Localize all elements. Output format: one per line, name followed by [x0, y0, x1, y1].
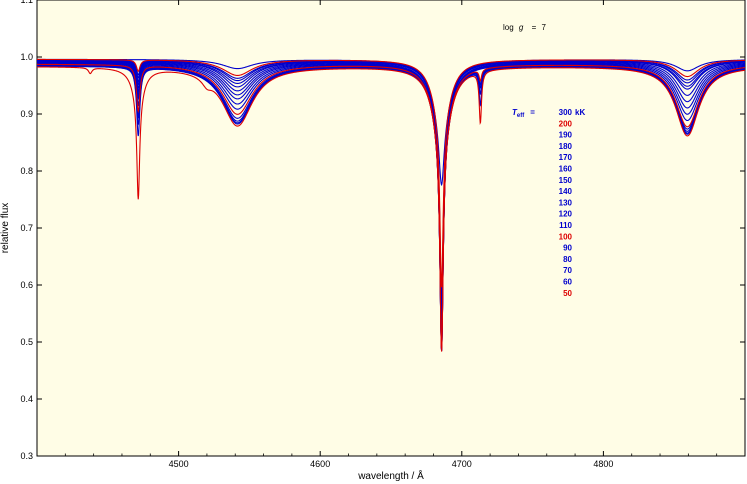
legend-entry-180: 180 — [559, 142, 573, 151]
legend-entry-80: 80 — [563, 255, 572, 264]
legend-entry-100: 100 — [559, 232, 573, 241]
y-axis-label: relative flux — [0, 203, 11, 254]
legend: Teff = 300 200 190 180 170 160 150 140 130 120 110 10… — [512, 108, 585, 298]
ticks-layer: 0.3 0.4 0.5 0.6 0.7 0.8 0.9 1.0 1.1 4500 4600 4700 4… — [20, 0, 745, 469]
y-tick-label: 0.4 — [20, 394, 33, 404]
legend-teff-subscript: eff — [517, 113, 525, 119]
log-g-prefix: log — [503, 23, 514, 32]
series-line-60 — [37, 65, 745, 352]
legend-entry-200: 200 — [559, 119, 573, 128]
legend-entry-50: 50 — [563, 289, 572, 298]
legend-equals: = — [530, 108, 535, 117]
y-tick-label: 0.9 — [20, 109, 33, 119]
series-line-150 — [37, 60, 745, 330]
log-g-annotation: log g = 7 — [503, 23, 547, 32]
legend-teff-symbol: T — [512, 108, 518, 117]
x-tick-label: 4500 — [169, 459, 189, 469]
legend-entry-120: 120 — [559, 210, 573, 219]
legend-entry-70: 70 — [563, 266, 572, 275]
y-tick-label: 1.1 — [20, 0, 33, 5]
y-tick-label: 0.8 — [20, 166, 33, 176]
series-line-110 — [37, 63, 745, 349]
series-line-100 — [37, 63, 745, 350]
legend-entry-140: 140 — [559, 187, 573, 196]
plot-background — [36, 0, 746, 457]
legend-entry-190: 190 — [559, 131, 573, 140]
x-tick-label: 4600 — [310, 459, 330, 469]
legend-entry-170: 170 — [559, 153, 573, 162]
legend-unit: kK — [575, 108, 585, 117]
legend-entry-110: 110 — [559, 221, 572, 230]
legend-entry-160: 160 — [559, 165, 573, 174]
legend-entry-60: 60 — [563, 278, 572, 287]
series-line-80 — [37, 65, 745, 351]
series-line-120 — [37, 62, 745, 343]
legend-entry-130: 130 — [559, 198, 573, 207]
y-tick-label: 0.7 — [20, 223, 33, 233]
series-line-180 — [37, 59, 745, 311]
legend-entry-90: 90 — [563, 244, 572, 253]
x-tick-label: 4800 — [593, 459, 613, 469]
svg-text:log g = 7: log g = 7 — [503, 23, 547, 32]
legend-entry-150: 150 — [559, 176, 573, 185]
series-line-140 — [37, 61, 745, 336]
x-axis-label: wavelength / Å — [357, 469, 424, 482]
series-layer — [37, 58, 745, 352]
series-line-50 — [37, 66, 745, 352]
y-tick-label: 0.6 — [20, 280, 33, 290]
x-tick-label: 4700 — [452, 459, 472, 469]
series-line-200 — [37, 58, 745, 288]
series-line-130 — [37, 61, 745, 342]
log-g-value: 7 — [542, 23, 547, 32]
series-line-90 — [37, 64, 745, 350]
y-tick-label: 0.3 — [20, 451, 33, 461]
legend-entry-300: 300 — [559, 108, 573, 117]
series-line-160 — [37, 60, 745, 323]
legend-title: Teff = — [512, 108, 535, 119]
y-tick-label: 0.5 — [20, 337, 33, 347]
log-g-equals: = — [532, 23, 537, 32]
log-g-symbol: g — [519, 23, 524, 32]
y-tick-label: 1.0 — [20, 52, 33, 62]
